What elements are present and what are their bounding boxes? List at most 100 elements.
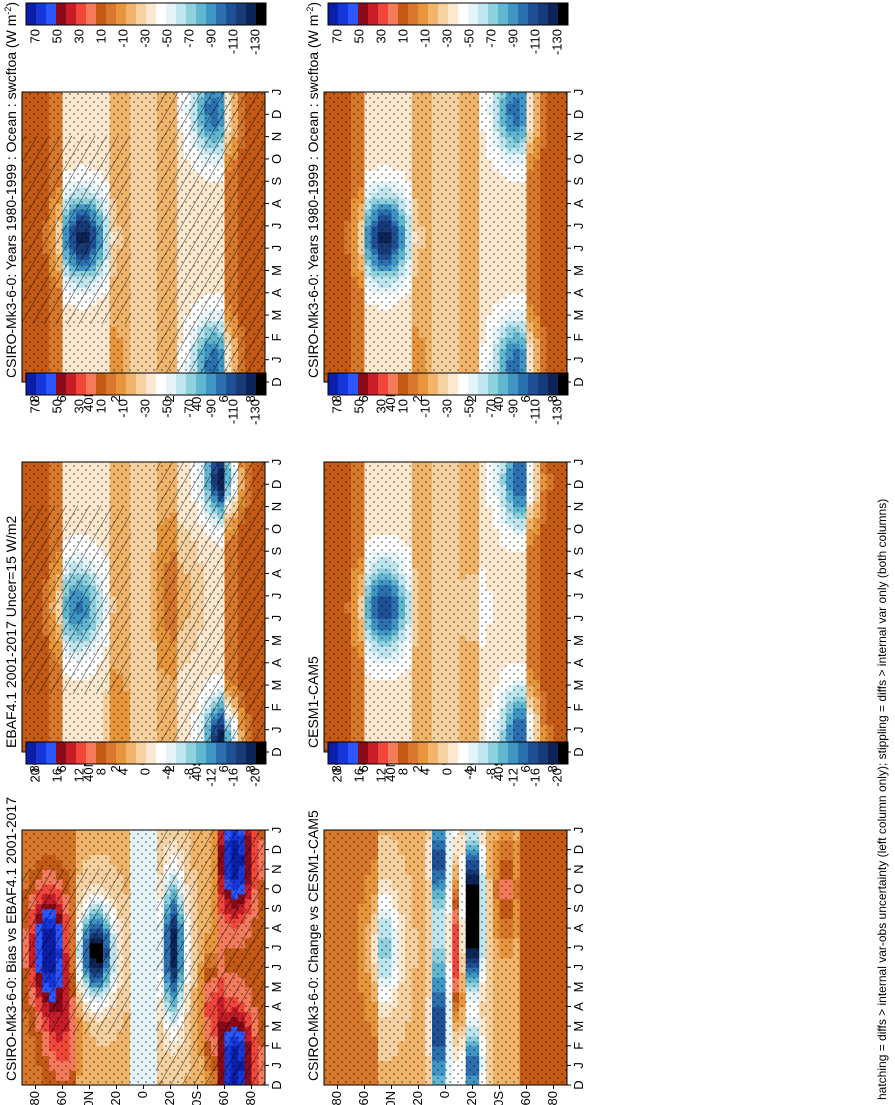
colorbar-swatch bbox=[106, 373, 117, 395]
colorbar-swatch bbox=[86, 3, 97, 25]
month-tick-label: A bbox=[269, 199, 284, 208]
colorbar-tick-label: 10 bbox=[93, 399, 108, 413]
colorbar-tick-label: 10 bbox=[93, 29, 108, 43]
month-tick-label: O bbox=[269, 154, 284, 164]
month-tick-label: O bbox=[269, 524, 284, 534]
month-tick-label: F bbox=[269, 703, 284, 711]
colorbar-swatch bbox=[246, 373, 257, 395]
colorbar-swatch bbox=[86, 373, 97, 395]
colorbar-swatch bbox=[36, 3, 47, 25]
colorbar-tick-label: -30 bbox=[137, 399, 152, 418]
month-tick-label: D bbox=[269, 377, 284, 386]
colorbar-swatch bbox=[186, 373, 197, 395]
colorbar-swatch bbox=[106, 3, 117, 25]
colorbar-tick-label: -50 bbox=[159, 29, 174, 48]
colorbar-tick-label: -10 bbox=[115, 399, 130, 418]
month-tick-label: M bbox=[269, 635, 284, 646]
colorbar-swatch bbox=[136, 3, 147, 25]
month-tick-label: F bbox=[269, 333, 284, 341]
colorbar-swatch bbox=[56, 3, 67, 25]
colorbar-swatch bbox=[216, 373, 227, 395]
colorbar-swatch bbox=[196, 3, 207, 25]
colorbar-tick-label: 50 bbox=[49, 399, 64, 413]
colorbar-tick-label: -70 bbox=[181, 399, 196, 418]
colorbar: 70 50 30 10 -10 -30 -50 -70 -90 -110 -130 bbox=[25, 372, 267, 425]
colorbar-swatch bbox=[226, 373, 237, 395]
panel-left-middle: 806040N2002040S6080DJFMAMJJASONDJEBAF4.1… bbox=[3, 372, 284, 782]
month-tick-label: A bbox=[269, 658, 284, 667]
colorbar-swatch bbox=[126, 373, 137, 395]
colorbar-swatch bbox=[26, 3, 37, 25]
colorbar-swatch bbox=[176, 373, 187, 395]
month-tick-label: N bbox=[269, 132, 284, 141]
colorbar-tick-label: -10 bbox=[115, 29, 130, 48]
month-tick-label: S bbox=[269, 547, 284, 556]
month-tick-label: J bbox=[269, 726, 284, 733]
panel-title: CSIRO-Mk3-6-0: Years 1980-1999 : Ocean :… bbox=[3, 2, 19, 378]
colorbar-tick-label: 70 bbox=[27, 399, 42, 413]
hatch-overlay bbox=[155, 92, 265, 382]
colorbar-swatch bbox=[56, 373, 67, 395]
month-tick-label: D bbox=[269, 747, 284, 756]
colorbar-swatch bbox=[236, 373, 247, 395]
panel-left-bottom: 80 60 40N 20 0 20 40S 60 80DJFMAMJJASONDJCSIRO-M… bbox=[3, 741, 284, 1105]
colorbar-tick-label: -50 bbox=[159, 399, 174, 418]
month-tick-label: J bbox=[269, 593, 284, 600]
colorbar-swatch bbox=[226, 3, 237, 25]
month-tick-label: J bbox=[269, 245, 284, 252]
colorbar-swatch bbox=[126, 3, 137, 25]
colorbar-swatch bbox=[96, 3, 107, 25]
month-tick-label: N bbox=[269, 502, 284, 511]
colorbar-frame bbox=[25, 372, 267, 396]
colorbar-swatch bbox=[46, 373, 57, 395]
colorbar-tick-label: -90 bbox=[203, 29, 218, 48]
colorbar: 70 50 30 10 -10 -30 -50 -70 -90 -110 -130 bbox=[25, 2, 267, 55]
month-tick-label: J bbox=[269, 356, 284, 363]
colorbar-swatch bbox=[76, 373, 87, 395]
colorbar-swatch bbox=[236, 3, 247, 25]
month-tick-label: D bbox=[269, 480, 284, 489]
month-tick-label: M bbox=[269, 680, 284, 691]
colorbar-swatch bbox=[76, 3, 87, 25]
heatmap-field bbox=[22, 92, 265, 382]
colorbar-swatch bbox=[46, 3, 57, 25]
colorbar-swatch bbox=[166, 3, 177, 25]
colorbar-swatch bbox=[136, 373, 147, 395]
hatch-overlay bbox=[155, 462, 265, 752]
month-tick-label: S bbox=[269, 177, 284, 186]
colorbar-swatch bbox=[176, 3, 187, 25]
colorbar-swatch bbox=[196, 373, 207, 395]
colorbar-swatch bbox=[116, 3, 127, 25]
colorbar-swatch bbox=[66, 3, 77, 25]
colorbar-swatch bbox=[166, 373, 177, 395]
colorbar-tick-label: 50 bbox=[49, 29, 64, 43]
colorbar-tick-label: -130 bbox=[247, 29, 262, 55]
colorbar-tick-label: -70 bbox=[181, 29, 196, 48]
colorbar-swatch bbox=[206, 373, 217, 395]
colorbar-tick-label: -30 bbox=[137, 29, 152, 48]
colorbar-swatch bbox=[66, 373, 77, 395]
colorbar-swatch bbox=[116, 373, 127, 395]
colorbar-tick-label: 30 bbox=[71, 399, 86, 413]
colorbar-tick-label: -110 bbox=[225, 29, 240, 54]
month-tick-label: J bbox=[269, 459, 284, 466]
heatmap-field bbox=[22, 462, 265, 752]
colorbar-frame bbox=[25, 2, 267, 26]
panel-title: EBAF4.1 2001-2017 Uncer=15 W/m2 bbox=[3, 515, 19, 748]
month-tick-label: J bbox=[269, 223, 284, 230]
colorbar-swatch bbox=[36, 373, 47, 395]
colorbar-swatch bbox=[206, 3, 217, 25]
colorbar-swatch bbox=[256, 373, 267, 395]
hatch-overlay bbox=[22, 135, 132, 324]
panels-group: 806040N2002040S6080DJFMAMJJASONDJCSIRO-M… bbox=[3, 2, 586, 1105]
colorbar-tick-label: 70 bbox=[27, 29, 42, 43]
month-tick-label: M bbox=[269, 265, 284, 276]
month-tick-label: M bbox=[269, 310, 284, 321]
colorbar-swatch bbox=[156, 3, 167, 25]
month-tick-label: J bbox=[269, 89, 284, 96]
month-tick-label: A bbox=[269, 569, 284, 578]
colorbar-tick-label: 30 bbox=[71, 29, 86, 43]
colorbar-swatch bbox=[156, 373, 167, 395]
colorbar-swatch bbox=[186, 3, 197, 25]
